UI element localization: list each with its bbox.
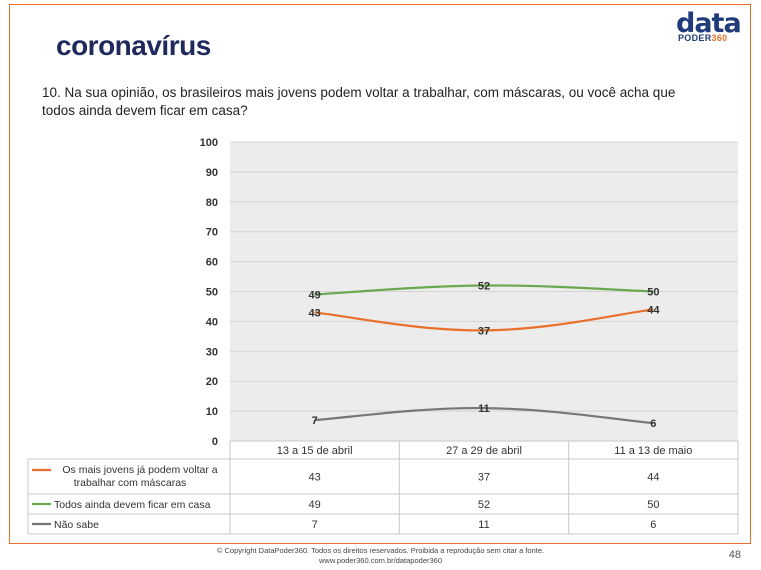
copyright-text: © Copyright DataPoder360. Todos os direi… bbox=[216, 546, 545, 555]
table-cell-value: 6 bbox=[650, 519, 656, 531]
table-cell-value: 37 bbox=[478, 472, 490, 484]
table-cell-value: 50 bbox=[647, 499, 659, 511]
y-tick-label: 0 bbox=[212, 436, 218, 448]
logo-poder: PODER bbox=[678, 33, 712, 43]
y-tick-label: 100 bbox=[200, 137, 218, 149]
datapoder360-logo: data PODER360 bbox=[676, 8, 746, 43]
y-tick-label: 30 bbox=[206, 346, 218, 358]
data-label: 50 bbox=[647, 287, 659, 299]
logo-poder-text: PODER360 bbox=[678, 33, 727, 43]
table-cell-value: 7 bbox=[312, 519, 318, 531]
legend-label: Não sabe bbox=[54, 519, 99, 531]
data-label: 52 bbox=[478, 281, 490, 293]
data-label: 43 bbox=[309, 307, 321, 319]
data-label: 49 bbox=[309, 289, 321, 301]
series-line bbox=[314, 284, 654, 296]
table-cell-value: 52 bbox=[478, 499, 490, 511]
logo-data-text: data bbox=[676, 8, 742, 39]
legend-label: Todos ainda devem ficar em casa bbox=[54, 499, 211, 511]
data-label: 11 bbox=[478, 403, 490, 415]
y-tick-label: 90 bbox=[206, 167, 218, 179]
y-tick-label: 60 bbox=[206, 257, 218, 269]
x-category-label: 11 a 13 de maio bbox=[614, 445, 692, 457]
data-label: 6 bbox=[650, 418, 656, 430]
y-tick-label: 70 bbox=[206, 227, 218, 239]
y-tick-label: 20 bbox=[206, 376, 218, 388]
table-cell-value: 43 bbox=[309, 472, 321, 484]
question-text: 10. Na sua opinião, os brasileiros mais … bbox=[42, 85, 676, 118]
data-label: 7 bbox=[312, 415, 318, 427]
table-cell-value: 11 bbox=[478, 519, 489, 531]
logo-360: 360 bbox=[711, 33, 728, 43]
footer: © Copyright DataPoder360. Todos os direi… bbox=[0, 546, 761, 566]
y-tick-label: 40 bbox=[206, 316, 218, 328]
line-chart: 0 10 20 30 40 50 60 70 80 90 100 43 37 44 49 52 50 7 11 6 13… bbox=[27, 137, 739, 535]
page-number: 48 bbox=[728, 549, 741, 561]
series-line bbox=[314, 308, 654, 332]
table-cell-value: 49 bbox=[309, 499, 321, 511]
slide-frame bbox=[9, 4, 751, 544]
y-tick-label: 10 bbox=[206, 406, 218, 418]
series-line bbox=[314, 407, 654, 425]
data-label: 37 bbox=[478, 325, 490, 337]
x-category-label: 27 a 29 de abril bbox=[446, 445, 522, 457]
table-cell-value: 44 bbox=[647, 472, 659, 484]
data-label: 44 bbox=[647, 304, 660, 316]
y-tick-label: 50 bbox=[206, 287, 218, 299]
x-category-label: 13 a 15 de abril bbox=[277, 445, 353, 457]
legend-label: Os mais jovens já podem voltar a trabalha… bbox=[62, 464, 217, 489]
brand-title: coronavírus bbox=[56, 30, 211, 61]
y-tick-label: 80 bbox=[206, 197, 218, 209]
source-url: www.poder360.com.br/datapoder360 bbox=[319, 556, 442, 565]
